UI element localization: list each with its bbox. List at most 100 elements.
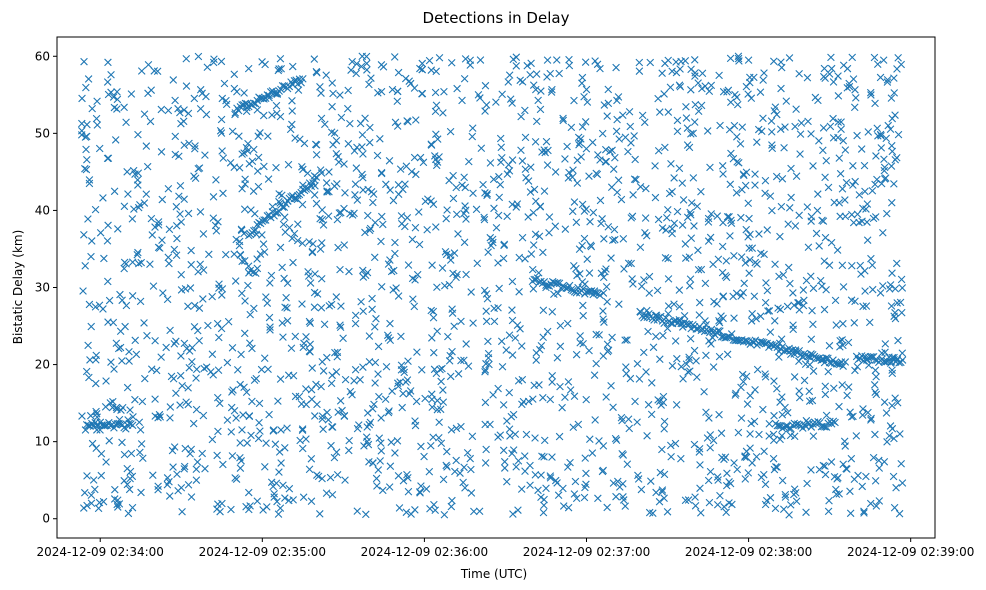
- data-point: [671, 439, 680, 448]
- data-point: [569, 423, 578, 432]
- x-tick-label: 2024-12-09 02:39:00: [847, 545, 974, 559]
- data-point: [175, 192, 183, 201]
- data-point: [328, 423, 337, 431]
- data-point: [695, 448, 704, 456]
- data-point: [727, 219, 736, 228]
- data-point: [468, 132, 477, 141]
- data-point: [678, 221, 687, 229]
- data-point: [778, 431, 786, 440]
- data-point: [667, 452, 675, 461]
- data-point: [149, 282, 158, 290]
- data-point: [551, 222, 560, 231]
- data-point: [644, 327, 652, 336]
- data-point: [310, 412, 319, 420]
- data-point: [172, 337, 180, 346]
- data-point: [732, 389, 740, 398]
- data-point: [495, 172, 503, 181]
- data-point: [368, 294, 376, 303]
- data-point: [527, 250, 536, 258]
- data-point: [165, 259, 173, 268]
- data-point: [305, 317, 314, 326]
- data-point: [730, 314, 738, 322]
- data-point: [726, 54, 735, 63]
- data-point: [629, 191, 637, 199]
- data-point: [590, 371, 599, 379]
- data-point: [231, 109, 240, 117]
- data-point: [431, 88, 440, 97]
- data-point: [369, 198, 377, 207]
- data-point: [412, 397, 421, 406]
- data-point: [673, 116, 682, 125]
- data-point: [517, 342, 526, 350]
- data-point: [177, 352, 185, 360]
- data-point: [850, 475, 859, 484]
- data-point: [718, 162, 727, 170]
- data-point: [532, 356, 540, 364]
- data-point: [778, 410, 787, 419]
- data-point: [324, 212, 333, 220]
- data-point: [572, 350, 581, 359]
- data-point: [650, 316, 658, 324]
- data-point: [323, 188, 331, 196]
- data-point: [572, 218, 581, 227]
- data-point: [682, 102, 690, 111]
- data-point: [373, 482, 381, 490]
- data-point: [807, 335, 816, 344]
- data-point: [706, 467, 715, 476]
- data-point: [298, 300, 306, 308]
- data-point: [891, 394, 899, 402]
- data-point: [253, 264, 262, 273]
- data-point: [358, 170, 366, 179]
- data-point: [389, 286, 397, 294]
- data-point: [827, 238, 836, 247]
- data-point: [839, 460, 848, 469]
- data-point: [327, 300, 336, 309]
- data-point: [170, 443, 179, 451]
- data-point: [745, 244, 753, 252]
- data-point: [869, 214, 878, 223]
- data-point: [541, 148, 549, 157]
- data-point: [763, 286, 772, 295]
- data-point: [777, 58, 785, 66]
- data-point: [171, 132, 180, 141]
- data-point: [187, 445, 196, 454]
- data-point: [288, 62, 297, 71]
- data-point: [497, 143, 506, 152]
- data-point: [539, 508, 548, 517]
- data-point: [216, 126, 225, 135]
- data-point: [165, 225, 174, 234]
- data-point: [888, 147, 897, 156]
- data-point: [600, 235, 608, 243]
- data-point: [582, 395, 590, 404]
- data-point: [341, 476, 349, 484]
- data-point: [254, 153, 263, 162]
- data-point: [765, 420, 774, 428]
- data-point: [588, 449, 597, 457]
- data-point: [834, 118, 843, 126]
- data-point: [102, 458, 110, 466]
- data-point: [261, 463, 269, 471]
- data-point: [821, 470, 830, 479]
- data-point: [338, 406, 346, 415]
- y-axis-label: Bistatic Delay (km): [11, 230, 25, 345]
- data-point: [190, 172, 198, 180]
- data-point: [300, 339, 308, 348]
- data-point: [573, 271, 581, 280]
- data-point: [567, 123, 576, 132]
- data-point: [880, 163, 889, 172]
- data-point: [215, 280, 223, 288]
- data-point: [256, 250, 265, 258]
- data-point: [670, 300, 678, 308]
- data-point: [888, 369, 897, 378]
- data-point: [860, 507, 868, 516]
- x-tick-label: 2024-12-09 02:37:00: [523, 545, 650, 559]
- data-point: [673, 354, 681, 363]
- data-point: [332, 448, 341, 456]
- data-point: [420, 452, 428, 461]
- data-point: [685, 353, 693, 362]
- data-point: [194, 52, 203, 61]
- data-point: [651, 162, 659, 170]
- data-point: [553, 353, 562, 362]
- data-point: [632, 175, 640, 184]
- data-point: [297, 78, 305, 87]
